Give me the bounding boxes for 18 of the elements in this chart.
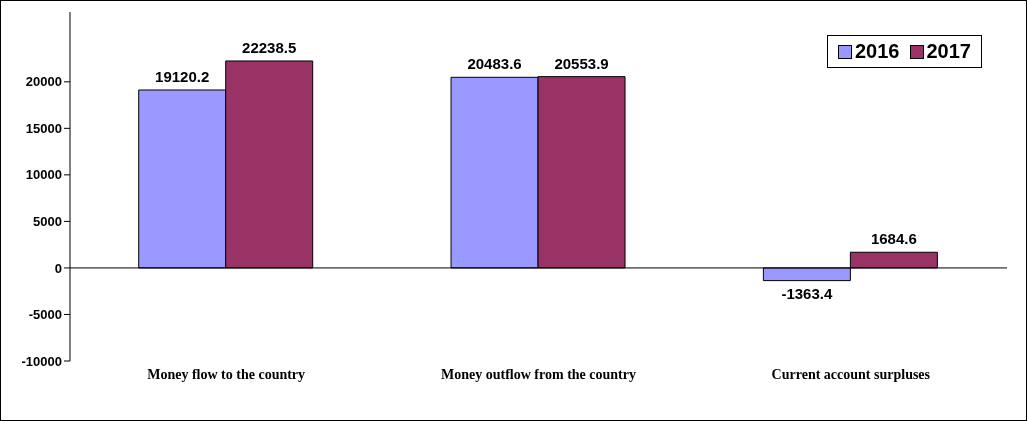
y-tick-label: -5000 xyxy=(28,307,62,323)
y-tick-label: 0 xyxy=(54,260,62,276)
x-tick-label: Money outflow from the country xyxy=(441,366,636,382)
data-label: 20483.6 xyxy=(467,55,522,73)
y-tick-label: 20000 xyxy=(25,74,62,90)
data-label: 20553.9 xyxy=(554,54,609,72)
data-label: 22238.5 xyxy=(242,38,297,56)
y-tick-label: 5000 xyxy=(33,214,62,230)
data-label: -1363.4 xyxy=(781,284,833,302)
legend-label: 2016 xyxy=(855,40,900,63)
y-tick-label: 10000 xyxy=(25,167,62,183)
legend-label: 2017 xyxy=(926,40,971,63)
x-tick-label: Current account surpluses xyxy=(771,366,931,382)
data-label: 1684.6 xyxy=(870,230,917,248)
y-tick-label: -10000 xyxy=(21,353,62,369)
y-tick-label: 15000 xyxy=(25,120,62,136)
x-tick-label: Money flow to the country xyxy=(147,366,306,382)
data-label: 19120.2 xyxy=(155,67,210,85)
